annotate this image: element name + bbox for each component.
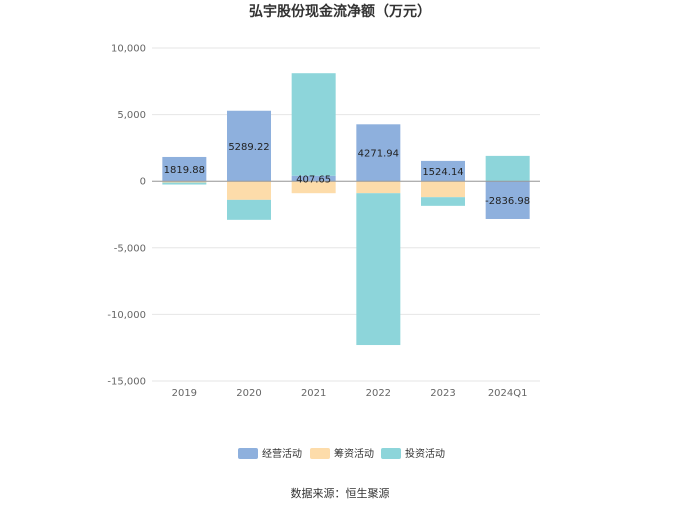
legend-swatch	[381, 448, 401, 459]
data-label: 407.65	[296, 174, 331, 185]
y-tick-label: 10,000	[111, 44, 146, 55]
y-axis-ticks: 10,000 5,000 0 -5,000 -10,000 -15,000	[107, 44, 146, 388]
bar-series1-2021	[291, 181, 336, 194]
data-label: 5289.22	[228, 142, 269, 153]
grid	[152, 47, 540, 382]
x-tick-label: 2021	[301, 388, 326, 399]
bar-series0-2024Q1	[485, 181, 530, 219]
legend-label: 投资活动	[405, 447, 445, 460]
y-tick-label: -10,000	[107, 310, 146, 321]
x-tick-label: 2024Q1	[488, 388, 528, 399]
data-label: 1819.88	[164, 165, 205, 176]
y-tick-label: 0	[140, 177, 146, 188]
y-tick-label: -5,000	[114, 243, 146, 254]
legend-swatch	[238, 448, 258, 459]
data-label: 1524.14	[422, 167, 463, 178]
bar-series1-2019	[162, 181, 207, 183]
bar-series2-2024Q1	[485, 155, 530, 182]
x-tick-label: 2019	[172, 388, 197, 399]
bar-series1-2022	[356, 181, 401, 194]
data-label: 4271.94	[358, 149, 399, 160]
legend-swatch	[310, 448, 330, 459]
legend: 经营活动 筹资活动 投资活动	[238, 447, 445, 460]
y-tick-label: -15,000	[107, 377, 146, 388]
bar-series1-2020	[227, 181, 271, 200]
bar-series0-2020	[227, 110, 271, 182]
bar-series1-2023	[421, 181, 465, 198]
x-axis-ticks: 2019 2020 2021 2022 2023 2024Q1	[172, 388, 528, 399]
bar-series2-2019	[162, 182, 207, 185]
bars	[152, 73, 540, 346]
x-tick-label: 2022	[366, 388, 391, 399]
bar-series0-2022	[356, 124, 401, 182]
bar-series0-2019	[162, 156, 207, 182]
chart-title: 弘宇股份现金流净额（万元）	[249, 3, 431, 20]
data-label: -2836.98	[485, 196, 530, 207]
y-tick-label: 5,000	[117, 110, 146, 121]
bar-series2-2020	[227, 199, 271, 220]
legend-label: 经营活动	[262, 447, 302, 460]
x-tick-label: 2023	[430, 388, 455, 399]
bar-series2-2021	[291, 73, 336, 176]
bar-series0-2021	[291, 175, 336, 182]
legend-label: 筹资活动	[334, 447, 374, 460]
data-labels: 1819.88 5289.22 407.65 4271.94 1524.14 -2836.…	[164, 142, 530, 207]
bar-series0-2023	[421, 160, 465, 182]
x-tick-label: 2020	[236, 388, 261, 399]
bar-series2-2023	[421, 197, 465, 206]
source-note: 数据来源：恒生聚源	[291, 486, 390, 500]
bar-series2-2022	[356, 193, 401, 346]
